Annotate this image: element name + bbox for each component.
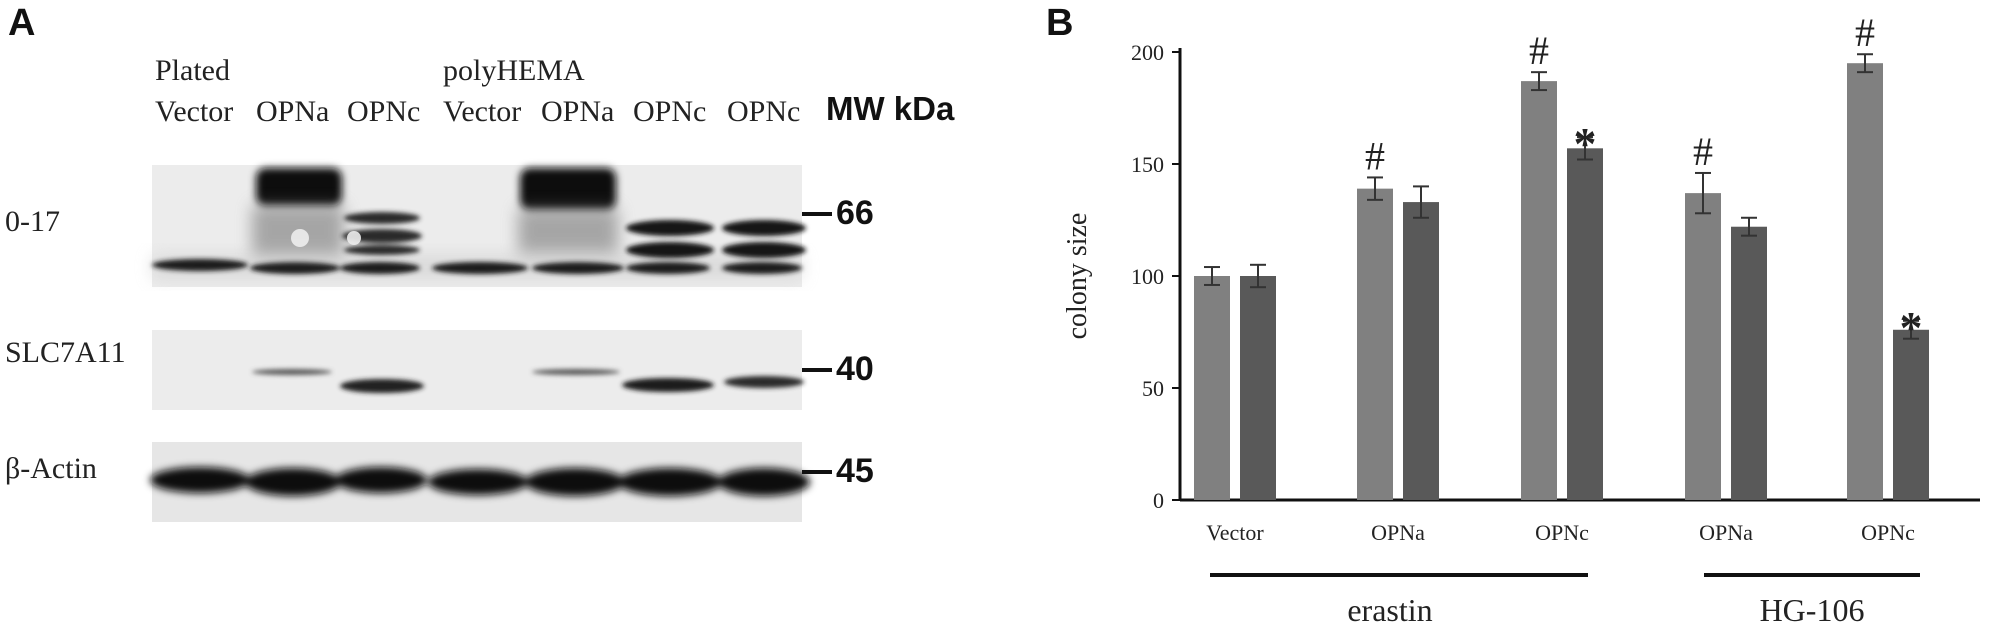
group-label-erastin: erastin — [1347, 592, 1432, 628]
significance-hash: # — [1855, 10, 1875, 55]
bar — [1240, 276, 1276, 500]
y-axis-label: colony size — [1062, 213, 1093, 340]
significance-hash: # — [1693, 129, 1713, 174]
category-label: OPNc — [1861, 520, 1915, 545]
mw-marker-line — [802, 470, 832, 474]
mw-marker-40: 40 — [836, 350, 874, 388]
group-label-hg106: HG-106 — [1760, 592, 1865, 628]
colony-size-bar-chart: 0 50 100 150 200 colony size Vector # OPNa # * OPN… — [1062, 10, 1980, 628]
lane-label: Vector — [443, 95, 522, 128]
bar — [1567, 148, 1603, 500]
bar — [1847, 63, 1883, 500]
blot-slc7a11 — [152, 330, 804, 410]
lane-label: OPNc — [347, 95, 421, 128]
significance-star: * — [1574, 118, 1597, 169]
bar — [1731, 226, 1767, 500]
blot-label-017: 0-17 — [5, 205, 60, 238]
y-tick-label: 200 — [1131, 40, 1164, 65]
bar — [1194, 276, 1230, 500]
bar — [1685, 193, 1721, 500]
significance-hash: # — [1365, 133, 1385, 178]
western-blot-images — [150, 165, 810, 522]
bar — [1893, 329, 1929, 500]
lane-label: Vector — [155, 95, 234, 128]
condition-label-plated: Plated — [155, 54, 230, 87]
panel-a-letter: A — [8, 2, 36, 44]
mw-header: MW kDa — [826, 90, 955, 127]
lane-label: OPNa — [541, 95, 615, 128]
blot-actin — [150, 442, 810, 522]
blot-label-slc7a11: SLC7A11 — [5, 336, 126, 369]
significance-star: * — [1900, 302, 1923, 353]
blot-label-actin: β-Actin — [5, 452, 97, 485]
y-tick-label: 100 — [1131, 264, 1164, 289]
category-label: OPNa — [1699, 520, 1753, 545]
y-tick-label: 50 — [1142, 376, 1164, 401]
category-label: OPNa — [1371, 520, 1425, 545]
bar — [1403, 202, 1439, 500]
blot-017 — [152, 165, 806, 287]
y-tick-label: 0 — [1153, 488, 1164, 513]
lane-label: OPNc — [633, 95, 707, 128]
mw-marker-66: 66 — [836, 194, 874, 232]
condition-label-polyhema: polyHEMA — [443, 54, 585, 87]
category-label: OPNc — [1535, 520, 1589, 545]
bar — [1357, 188, 1393, 500]
significance-hash: # — [1529, 28, 1549, 73]
mw-marker-line — [802, 368, 832, 372]
mw-marker-line — [802, 212, 832, 216]
lane-label: OPNc — [727, 95, 801, 128]
y-tick-label: 150 — [1131, 152, 1164, 177]
panel-b-letter: B — [1046, 2, 1074, 44]
bar — [1521, 81, 1557, 501]
lane-label: OPNa — [256, 95, 330, 128]
category-label: Vector — [1206, 520, 1264, 545]
mw-marker-45: 45 — [836, 452, 874, 490]
